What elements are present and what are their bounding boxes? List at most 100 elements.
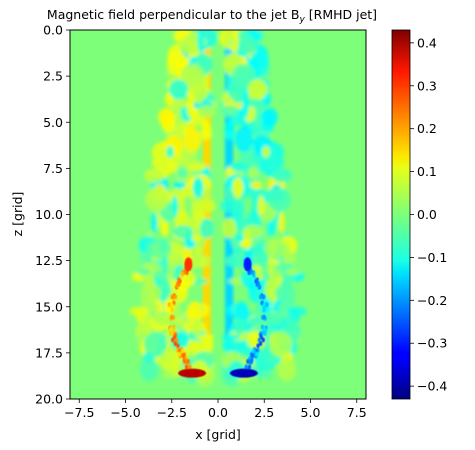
x-tick-label: 2.5 — [254, 405, 274, 420]
y-axis: 0.0 2.5 5.0 7.5 10.0 12.5 15.0 17.5 20.0 — [35, 23, 70, 407]
cocoon-filament — [161, 254, 168, 277]
cocoon-filament — [243, 225, 263, 240]
cocoon-filament — [255, 302, 263, 321]
colorbar-ticks: 0.4 0.3 0.2 0.1 0.0 −0.1 −0.2 −0.3 −0.4 — [410, 35, 447, 394]
cocoon-filament — [143, 331, 168, 357]
cocoon-filament — [129, 306, 150, 317]
colorbar-tick-label: 0.1 — [417, 164, 437, 179]
cocoon-filament — [139, 357, 159, 382]
colorbar-tick-label: 0.2 — [417, 121, 437, 136]
cocoon-filament — [190, 318, 203, 335]
lobe-edge-filament — [173, 341, 177, 346]
lobe-edge-filament — [185, 270, 189, 276]
cocoon-filament — [175, 110, 182, 128]
cocoon-filament — [149, 302, 159, 313]
cocoon-filament — [273, 269, 283, 279]
cocoon-filament — [284, 268, 300, 276]
cocoon-filament — [230, 257, 237, 267]
cocoon-filament — [237, 32, 248, 39]
lobe-edge-filament — [180, 348, 185, 354]
cocoon-filament — [271, 168, 293, 183]
chart-title-suffix: [RMHD jet] — [305, 7, 377, 22]
colorbar-tick-label: 0.4 — [417, 35, 437, 50]
x-axis: −7.5 −5.0 −2.5 0.0 2.5 5.0 7.5 — [64, 399, 367, 420]
cocoon-filament — [225, 186, 233, 203]
x-tick-label: −2.5 — [157, 405, 187, 420]
colorbar-tick-label: −0.1 — [417, 250, 447, 265]
colorbar-tick-label: 0.0 — [417, 207, 437, 222]
cocoon-filament — [220, 105, 239, 118]
cocoon-filament — [191, 234, 201, 243]
colorbar-tick-label: −0.3 — [417, 336, 447, 351]
field-knot — [243, 257, 252, 272]
cocoon-filament — [158, 107, 175, 127]
lobe-edge-filament — [261, 294, 265, 300]
lobe-edge-filament — [169, 326, 173, 332]
cocoon-filament — [192, 177, 204, 198]
chart-title-main: Magnetic field perpendicular to the jet … — [47, 7, 300, 22]
cocoon-filament — [199, 218, 214, 239]
heatmap-field — [70, 30, 366, 399]
y-tick-label: 12.5 — [35, 253, 63, 268]
cocoon-filament — [177, 167, 188, 180]
x-tick-label: −7.5 — [64, 405, 94, 420]
y-tick-label: 7.5 — [43, 161, 63, 176]
cocoon-filament — [224, 121, 235, 141]
lobe-edge-filament — [171, 294, 175, 300]
lobe-edge-filament — [176, 343, 180, 349]
x-tick-label: 0.0 — [208, 405, 228, 420]
lobe-edge-filament — [182, 358, 186, 364]
cocoon-filament — [166, 161, 177, 173]
cocoon-filament — [250, 181, 263, 189]
cocoon-filament — [136, 268, 152, 276]
cocoon-filament — [231, 30, 239, 54]
lobe-edge-filament — [170, 305, 174, 311]
x-tick-label: 5.0 — [301, 405, 321, 420]
y-tick-label: 2.5 — [43, 69, 63, 84]
cocoon-filament — [192, 81, 206, 104]
cocoon-filament — [221, 334, 241, 340]
cocoon-filament — [254, 110, 261, 128]
lobe-edge-filament — [250, 358, 254, 364]
cocoon-filament — [160, 221, 168, 236]
lobe-edge-filament — [247, 270, 251, 276]
y-tick-label: 17.5 — [35, 345, 63, 360]
cocoon-filament — [183, 126, 201, 153]
cocoon-filament — [233, 318, 246, 335]
cocoon-filament — [143, 168, 165, 183]
cocoon-filament — [188, 32, 199, 39]
lobe-edge-filament — [259, 341, 263, 346]
lobe-edge-filament — [251, 271, 256, 277]
cocoon-filament — [173, 225, 193, 240]
cocoon-filament — [168, 79, 189, 100]
cocoon-filament — [186, 115, 208, 127]
cocoon-filament — [268, 331, 293, 357]
cocoon-filament — [268, 240, 278, 253]
y-tick-label: 10.0 — [35, 207, 63, 222]
lobe-edge-filament — [261, 337, 265, 343]
heatmap-background — [70, 30, 366, 399]
lobe-edge-filament — [257, 337, 261, 343]
lobe-edge-filament — [258, 294, 263, 300]
y-axis-label: z [grid] — [10, 192, 25, 237]
lobe-edge-filament — [246, 359, 250, 364]
cocoon-filament — [257, 195, 265, 216]
cocoon-filament — [267, 187, 291, 212]
chart-title: Magnetic field perpendicular to the jet … — [47, 7, 377, 25]
cocoon-filament — [186, 95, 194, 118]
lobe-edge-filament — [175, 337, 179, 343]
lobe-edge-filament — [181, 353, 186, 358]
lobe-edge-filament — [254, 351, 259, 357]
cocoon-filament — [201, 121, 212, 141]
cocoon-filament — [234, 36, 258, 55]
cocoon-filament — [228, 115, 250, 127]
cocoon-filament — [278, 212, 285, 233]
lobe-edge-filament — [250, 353, 255, 358]
cocoon-filament — [230, 163, 250, 171]
lobe-edge-filament — [262, 305, 266, 311]
field-knot — [184, 257, 193, 272]
cocoon-filament — [259, 161, 270, 173]
colorbar-tick-label: −0.2 — [417, 293, 447, 308]
cocoon-filament — [145, 187, 169, 212]
